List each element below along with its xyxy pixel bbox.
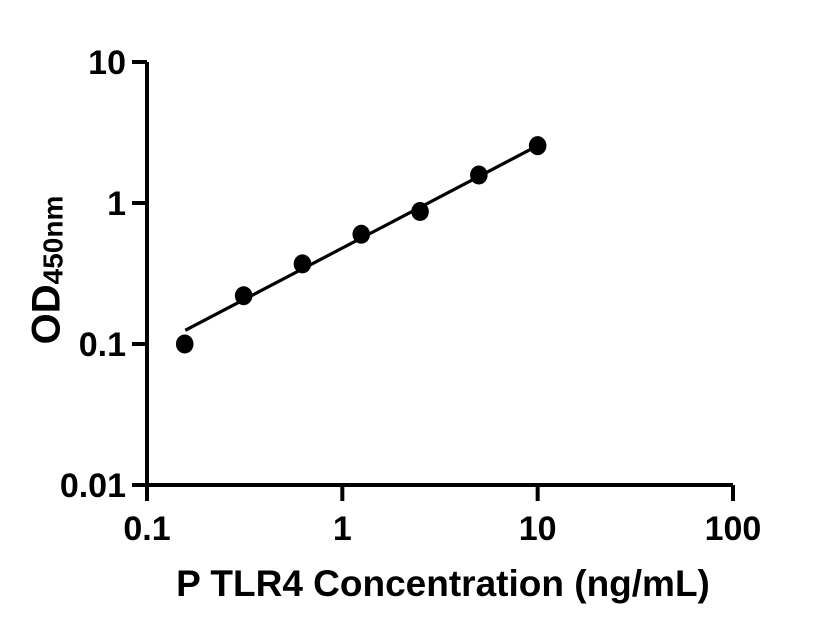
data-point [470, 165, 488, 185]
data-point [234, 286, 253, 306]
x-axis-title: P TLR4 Concentration (ng/mL) [176, 563, 710, 604]
y-axis-title-subscript: 450nm [37, 195, 69, 285]
y-tick-label: 1 [107, 185, 126, 223]
data-point [175, 334, 194, 354]
y-axis-title-main: OD [24, 284, 69, 345]
data-point [293, 254, 312, 274]
y-tick-label: 10 [88, 44, 126, 82]
data-point [411, 202, 429, 222]
x-tick-label: 10 [519, 510, 557, 548]
y-tick-label: 0.01 [60, 467, 126, 505]
x-tick-label: 100 [705, 510, 762, 548]
y-tick-label: 0.1 [79, 326, 126, 364]
x-tick-label: 1 [333, 510, 352, 548]
x-tick-label: 0.1 [123, 510, 170, 548]
data-point [528, 136, 547, 156]
y-axis-title: OD450nm [24, 196, 69, 345]
axis-spine [145, 62, 733, 487]
data-point [352, 224, 371, 244]
